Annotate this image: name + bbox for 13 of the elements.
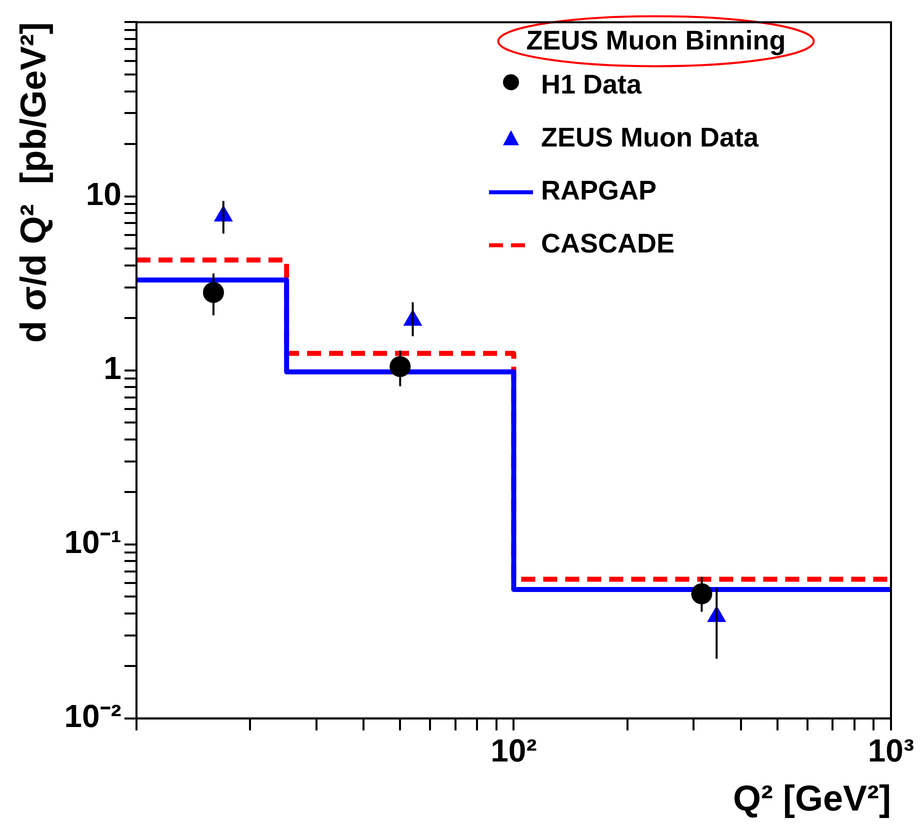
legend-label: CASCADE: [541, 228, 675, 259]
y-tick-label: 1: [104, 350, 122, 386]
y-axis-title: d σ/d Q² [pb/GeV²]: [12, 22, 54, 343]
x-axis-title: Q² [GeV²]: [733, 777, 891, 818]
legend-label: ZEUS Muon Data: [541, 122, 760, 153]
y-tick-label: 10⁻¹: [64, 524, 122, 560]
x-tick-label: 10²: [490, 732, 537, 768]
legend-label: H1 Data: [541, 70, 643, 100]
legend-label: RAPGAP: [541, 176, 657, 206]
x-tick-label: 10³: [868, 732, 914, 768]
legend-title: ZEUS Muon Binning: [526, 26, 786, 56]
y-tick-label: 10⁻²: [64, 698, 122, 734]
y-tick-label: 10: [86, 176, 122, 212]
